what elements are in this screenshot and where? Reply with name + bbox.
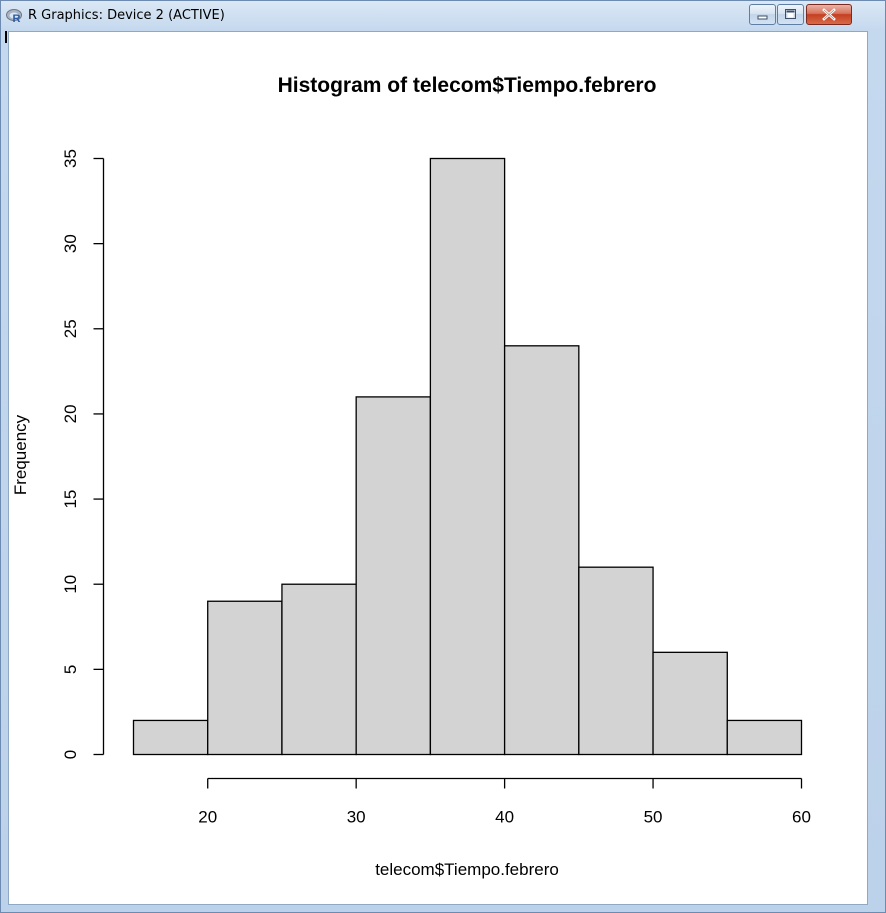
- close-button[interactable]: [806, 4, 852, 25]
- y-axis: 0 5 10 15 20 25 30 35: [61, 149, 105, 759]
- y-tick-label: 25: [61, 319, 80, 338]
- y-tick-label: 20: [61, 404, 80, 423]
- y-tick-label: 10: [61, 575, 80, 594]
- y-tick-label: 30: [61, 234, 80, 253]
- x-tick-label: 30: [347, 808, 366, 827]
- window-title: R Graphics: Device 2 (ACTIVE): [28, 8, 225, 23]
- x-tick-label: 60: [792, 808, 811, 827]
- histogram-chart: Histogram of telecom$Tiempo.febrero tele…: [11, 74, 811, 879]
- x-tick-label: 20: [198, 808, 217, 827]
- histogram-bar: [429, 157, 506, 756]
- histogram-bar: [503, 345, 580, 756]
- chart-title: Histogram of telecom$Tiempo.febrero: [278, 74, 657, 97]
- histogram-bar: [207, 600, 283, 756]
- x-axis-label: telecom$Tiempo.febrero: [375, 860, 559, 879]
- maximize-icon: [785, 9, 796, 19]
- close-icon: [822, 8, 836, 21]
- y-tick-label: 35: [61, 149, 80, 168]
- y-tick-label: 0: [61, 750, 80, 759]
- x-tick-label: 50: [644, 808, 663, 827]
- y-tick-label: 15: [61, 490, 80, 509]
- maximize-button[interactable]: [777, 4, 804, 25]
- y-tick-label: 5: [61, 665, 80, 674]
- r-logo-icon: R: [6, 9, 22, 25]
- minimize-icon: [757, 15, 768, 20]
- minimize-button[interactable]: [749, 4, 776, 25]
- histogram-bar: [355, 396, 432, 756]
- histogram-bars: [132, 157, 803, 756]
- histogram-bar: [578, 566, 654, 756]
- y-axis-label: Frequency: [11, 414, 30, 495]
- title-bar[interactable]: R R Graphics: Device 2 (ACTIVE): [1, 1, 885, 31]
- histogram-bar: [726, 719, 803, 756]
- plot-area: Histogram of telecom$Tiempo.febrero tele…: [8, 31, 868, 905]
- histogram-bar: [281, 583, 357, 756]
- histogram-bar: [652, 651, 728, 756]
- text-cursor: [5, 31, 7, 43]
- histogram-bar: [132, 719, 209, 756]
- x-axis: 20 30 40 50 60: [198, 777, 811, 827]
- x-tick-label: 40: [495, 808, 514, 827]
- svg-text:R: R: [13, 13, 21, 25]
